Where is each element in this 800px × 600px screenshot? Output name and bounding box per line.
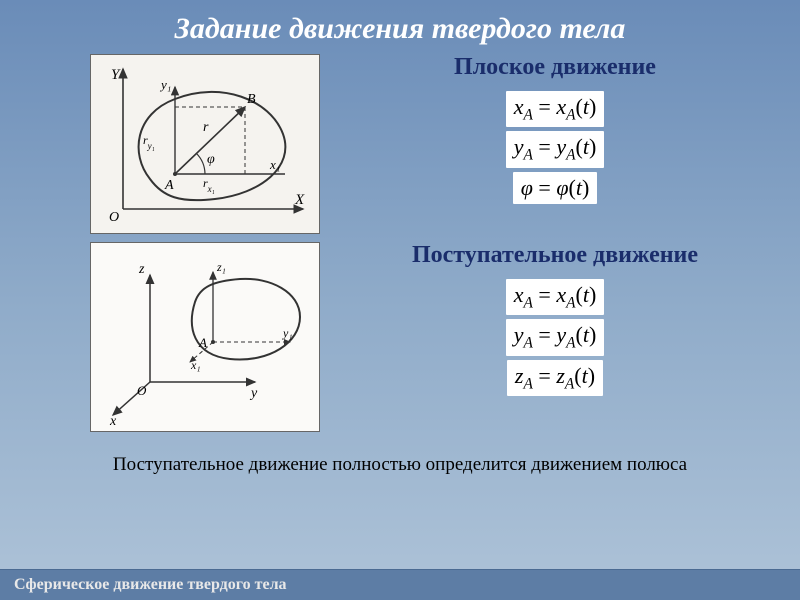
slide-title: Задание движения твердого тела (0, 0, 800, 46)
row-plane-motion: Y X O A y₁ x₁ (30, 54, 770, 234)
footer-bar: Сферическое движение твердого тела (0, 569, 800, 600)
content-area: Y X O A y₁ x₁ (0, 46, 800, 476)
eq-plane-3: φ = φ(t) (513, 172, 598, 205)
footnote: Поступательное движение полностью опреде… (30, 454, 770, 476)
svg-text:r: r (203, 120, 209, 135)
eq-plane-1: xA = xA(t) (506, 91, 605, 127)
svg-text:y₁: y₁ (282, 326, 293, 340)
svg-text:B: B (247, 92, 256, 107)
svg-text:ry₁: ry₁ (143, 133, 155, 151)
eq-trans-2: yA = yA(t) (506, 319, 605, 355)
slide: Задание движения твердого тела Y X O (0, 0, 800, 600)
eq-trans-3: zA = zA(t) (507, 360, 603, 396)
heading-translational: Поступательное движение (412, 242, 698, 269)
row-translational: O z y x A z₁ y₁ x₁ Пос (30, 242, 770, 432)
diagram-translational: O z y x A z₁ y₁ x₁ (90, 242, 320, 432)
svg-text:A: A (164, 178, 174, 193)
diagram-plane-svg: Y X O A y₁ x₁ (95, 59, 315, 229)
plane-equations: xA = xA(t) yA = yA(t) φ = φ(t) (506, 91, 605, 204)
svg-text:x₁: x₁ (269, 157, 280, 172)
svg-text:x₁: x₁ (190, 358, 201, 372)
translational-text: Поступательное движение xA = xA(t) yA = … (340, 242, 770, 396)
svg-text:y: y (249, 386, 258, 401)
svg-text:O: O (137, 383, 147, 398)
svg-text:x: x (109, 414, 117, 427)
diagram-plane-motion: Y X O A y₁ x₁ (90, 54, 320, 234)
svg-text:rx₁: rx₁ (203, 176, 215, 194)
svg-text:O: O (109, 210, 119, 225)
diagram-translational-svg: O z y x A z₁ y₁ x₁ (95, 247, 315, 427)
eq-plane-2: yA = yA(t) (506, 131, 605, 167)
eq-trans-1: xA = xA(t) (506, 279, 605, 315)
svg-text:z: z (138, 262, 145, 277)
svg-text:φ: φ (207, 152, 215, 167)
svg-text:Y: Y (111, 67, 121, 83)
plane-motion-text: Плоское движение xA = xA(t) yA = yA(t) φ… (340, 54, 770, 204)
heading-plane: Плоское движение (454, 54, 656, 81)
svg-text:z₁: z₁ (216, 260, 226, 274)
svg-text:X: X (294, 192, 305, 208)
translational-equations: xA = xA(t) yA = yA(t) zA = zA(t) (506, 279, 605, 396)
svg-text:y₁: y₁ (159, 77, 171, 92)
